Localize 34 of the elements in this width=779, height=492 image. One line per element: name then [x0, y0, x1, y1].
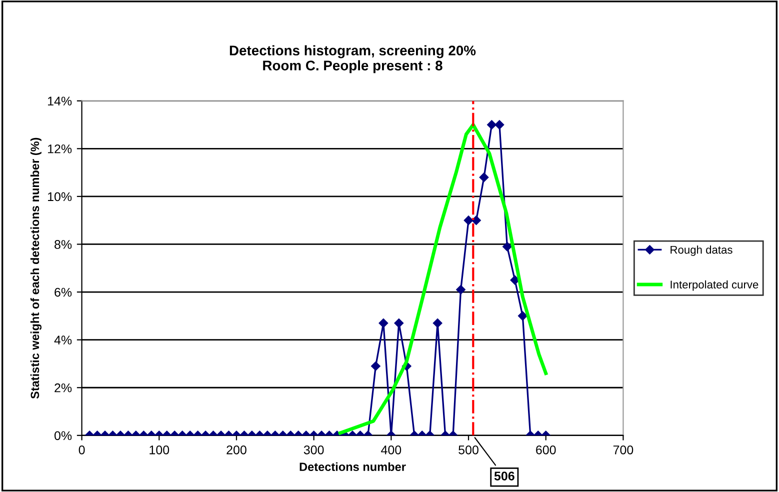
y-tick-label: 10% [48, 192, 72, 202]
x-tick-label: 600 [536, 445, 556, 454]
y-tick-label: 2% [54, 383, 72, 392]
ref-line-label: 506 [494, 472, 514, 480]
x-axis-title: Detections number [300, 462, 406, 472]
point [518, 311, 528, 321]
point [464, 216, 474, 225]
x-tick-label: 200 [226, 445, 246, 454]
point [378, 318, 388, 328]
point [456, 285, 466, 294]
y-tick-label: 12% [48, 144, 72, 154]
x-tick-label: 500 [458, 445, 478, 454]
point [487, 120, 496, 130]
y-tick-label: 14% [48, 96, 72, 106]
point [494, 120, 504, 130]
point [394, 318, 404, 328]
y-tick-label: 6% [54, 288, 72, 297]
point [371, 361, 380, 371]
legend-label: Rough datas [670, 246, 732, 256]
point [502, 242, 512, 252]
y-tick-label: 4% [54, 336, 72, 344]
y-tick-label: 0% [54, 431, 72, 440]
x-tick-label: 100 [150, 445, 170, 454]
point [432, 318, 442, 328]
y-tick-label: 8% [54, 240, 72, 249]
x-tick-label: 400 [381, 445, 402, 454]
x-tick-label: 0 [78, 445, 85, 454]
point [479, 172, 489, 182]
y-axis-title: Statistic weight of each detections number (%) [30, 138, 42, 399]
x-tick-label: 700 [613, 445, 634, 454]
point [472, 216, 481, 225]
chart-title: Detections histogram, screening 20% Room C. People present : 8 [230, 45, 476, 74]
x-tick-label: 300 [304, 445, 324, 454]
legend-label: Interpolated curve [670, 280, 758, 291]
